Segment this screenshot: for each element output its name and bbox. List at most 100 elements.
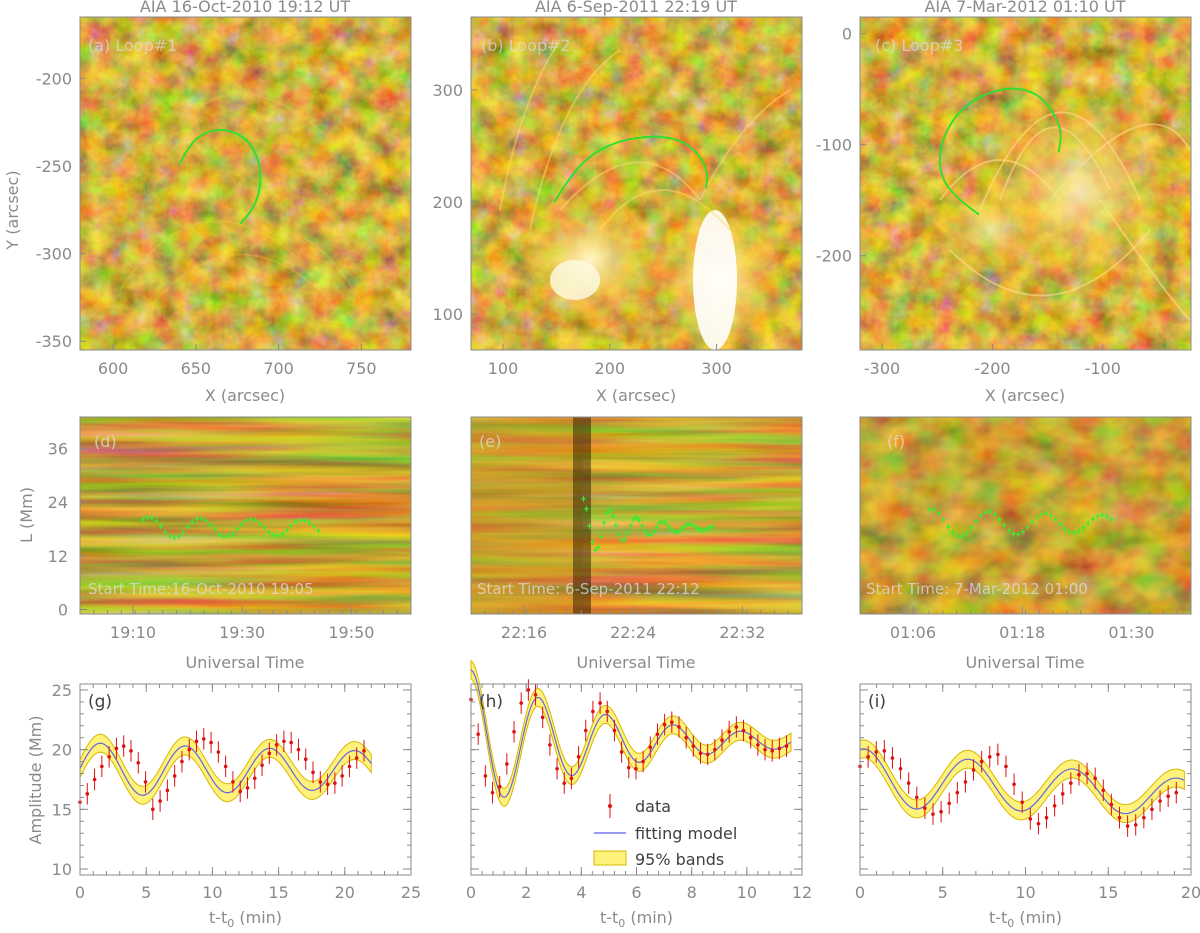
- active-region-brightening-b: [499, 39, 791, 350]
- x-axis-label-d: Universal Time: [185, 653, 304, 672]
- data-point: [490, 790, 495, 795]
- aia-panel-b: [470, 16, 803, 351]
- y-tick-label-d: 0: [58, 601, 68, 620]
- data-point: [1093, 776, 1097, 781]
- fit-curve: [79, 742, 372, 796]
- data-point: [267, 751, 272, 756]
- y-tick-label-a: -250: [36, 157, 72, 176]
- y-tick-label-c: 0: [842, 25, 852, 44]
- data-point: [1142, 815, 1146, 820]
- data-point: [1012, 782, 1016, 787]
- data-point: [209, 740, 213, 745]
- x-tick-label: 2: [521, 883, 531, 902]
- data-point: [576, 755, 581, 759]
- panel-label: (i): [868, 692, 886, 712]
- data-point: [325, 782, 330, 787]
- x-tick-label: 5: [938, 883, 948, 902]
- confidence-band: [79, 733, 372, 805]
- x-tick-label: 25: [401, 883, 421, 902]
- data-point: [741, 728, 746, 733]
- data-point: [92, 777, 97, 782]
- data-point: [562, 781, 567, 785]
- y-axis-label-a: Y (arcsec): [3, 170, 22, 250]
- y-tick-label-b: 100: [432, 305, 463, 324]
- data-point: [245, 786, 250, 790]
- data-point: [1004, 764, 1008, 769]
- data-point: [626, 765, 631, 770]
- y-tick-label-a: -300: [36, 245, 72, 264]
- start-time-e: Start Time: 6-Sep-2011 22:12: [477, 580, 700, 598]
- panel-label-b: (b) Loop#2: [481, 36, 571, 55]
- x-axis-label: t-t0 (min): [209, 908, 282, 930]
- panel-label-c: (c) Loop#3: [875, 36, 963, 55]
- x-tick-label: 4: [576, 883, 586, 902]
- data-point: [1166, 794, 1170, 799]
- data-point: [583, 728, 588, 733]
- panel-label-e: (e): [479, 432, 501, 451]
- data-point: [512, 729, 516, 734]
- data-point: [540, 715, 545, 720]
- data-point: [1069, 781, 1073, 785]
- data-point: [866, 755, 870, 759]
- x-tick-label-c: -100: [1085, 359, 1121, 378]
- legend-data-marker: [608, 794, 612, 818]
- legend-fit-label: fitting model: [635, 824, 737, 843]
- x-tick-label-d: 19:50: [328, 623, 374, 642]
- data-point: [1133, 823, 1138, 827]
- data-point: [923, 806, 927, 810]
- data-point: [784, 744, 789, 748]
- data-point: [274, 743, 279, 747]
- y-tick-label-a: -200: [36, 69, 72, 88]
- amplitude-panel-h: 0 2 4 6 8 10 12 (h) t-t0 (min): [466, 659, 812, 930]
- amplitude-panel-g: 0 5 10 15 20 25 10 15 20 25 (g) t-t0 (min): [52, 681, 422, 930]
- data-point: [476, 732, 480, 736]
- data-point: [172, 774, 177, 778]
- data-point: [194, 739, 199, 744]
- x-axis-label: t-t0 (min): [600, 908, 673, 930]
- x-tick-label: 10: [1015, 883, 1035, 902]
- data-point: [362, 749, 366, 753]
- y-tick-label: 20: [52, 741, 72, 760]
- data-point: [655, 732, 660, 736]
- data-point: [670, 720, 674, 724]
- loop-trace-1: [178, 129, 262, 225]
- data-point: [180, 759, 184, 764]
- legend-band-label: 95% bands: [635, 850, 724, 869]
- data-point: [756, 743, 760, 747]
- amplitude-plots: 0 5 10 15 20 25 10 15 20 25 (g) t-t0 (min) 0 2 4 6 8 10 12…: [52, 659, 1200, 930]
- data-point: [906, 781, 911, 785]
- data-point: [634, 766, 638, 771]
- data-point: [882, 749, 887, 753]
- data-point: [727, 729, 731, 734]
- data-point: [282, 739, 286, 744]
- data-point: [136, 760, 141, 765]
- data-point: [1125, 824, 1130, 828]
- image-tick-labels: 600 650 700 750 -200 -250 -300 -350 100 200 300 300…: [36, 25, 1121, 378]
- panel-label-d: (d): [94, 432, 117, 451]
- data-point: [303, 757, 308, 762]
- data-point: [85, 792, 90, 796]
- y-tick-label-b: 200: [432, 193, 463, 212]
- data-point: [151, 807, 155, 812]
- data-point: [734, 725, 739, 729]
- data-point: [216, 750, 221, 754]
- x-axis-label-c: X (arcsec): [985, 386, 1065, 405]
- x-tick-label-f: 01:06: [890, 623, 936, 642]
- confidence-band: [859, 739, 1185, 824]
- data-point: [505, 762, 509, 766]
- data-point: [289, 740, 293, 745]
- active-region-loops-c: [930, 80, 1191, 321]
- x-tick-label-e: 22:32: [719, 623, 765, 642]
- x-axis-label-a: X (arcsec): [205, 386, 285, 405]
- data-point: [720, 738, 724, 742]
- x-tick-label-c: -300: [864, 359, 900, 378]
- x-tick-label-d: 19:10: [110, 623, 156, 642]
- data-point: [931, 812, 935, 816]
- panel-label-a: (a) Loop#1: [88, 36, 177, 55]
- data-point: [533, 692, 538, 697]
- data-point: [955, 790, 960, 795]
- x-tick-label-a: 700: [263, 359, 294, 378]
- data-point: [777, 746, 782, 751]
- image-title-a: AIA 16-Oct-2010 19:12 UT: [140, 0, 350, 16]
